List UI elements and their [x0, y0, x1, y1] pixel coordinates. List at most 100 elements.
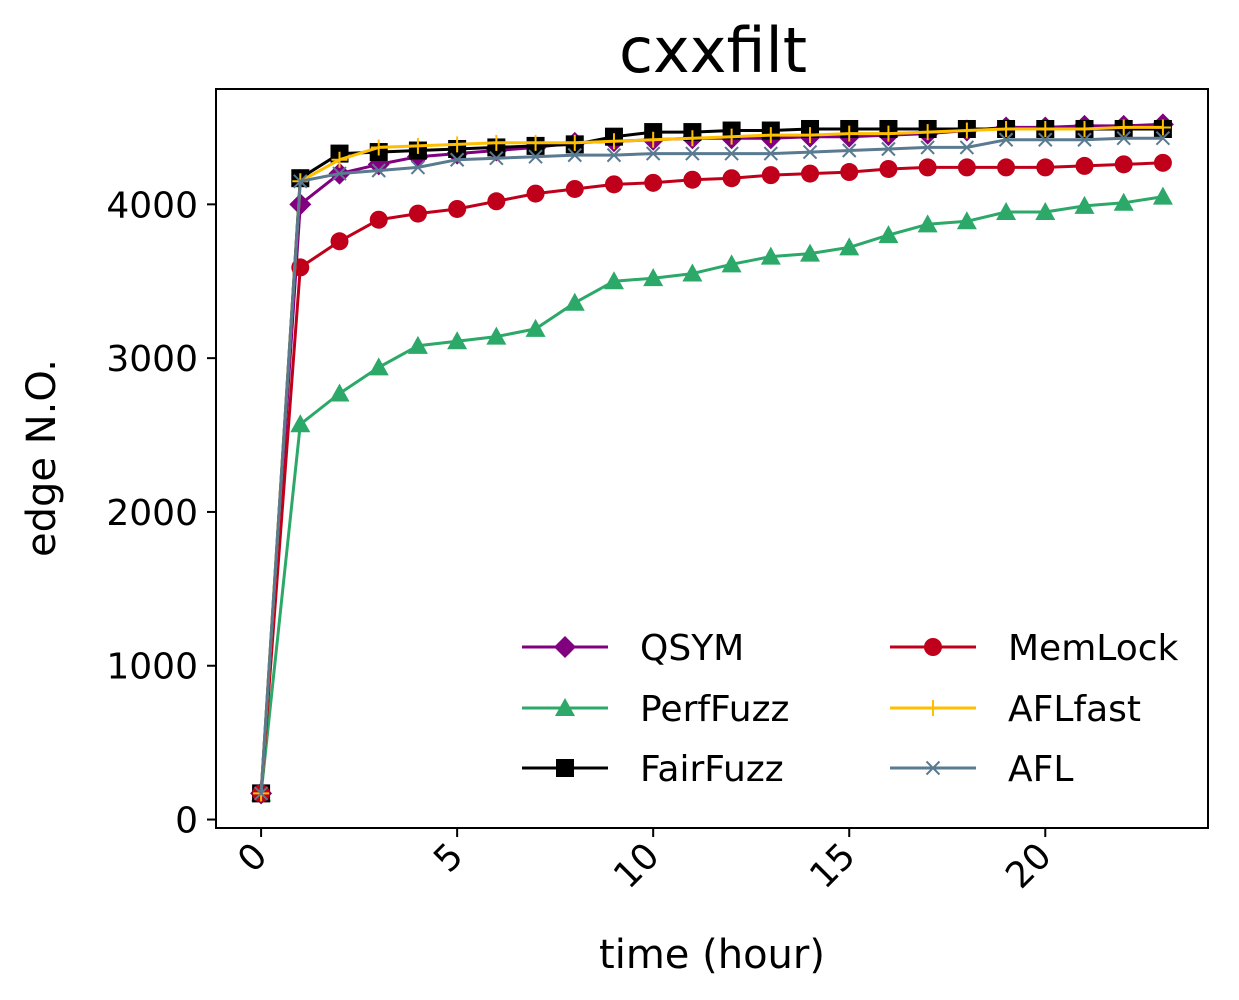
legend-marker-afl: [925, 760, 941, 776]
legend-label-perffuzz: PerfFuzz: [640, 689, 789, 730]
data-point-memlock: [526, 184, 545, 203]
data-point-memlock: [683, 170, 702, 189]
data-point-afl: [685, 146, 700, 161]
data-point-aflfast: [762, 127, 779, 144]
x-tick-label: 0: [230, 835, 275, 880]
data-point-afl: [1155, 131, 1171, 146]
data-point-memlock: [448, 199, 467, 218]
y-tick-label: 1000: [106, 647, 198, 688]
data-point-afl: [332, 166, 347, 181]
x-axis-label: time (hour): [599, 932, 825, 978]
data-point-perffuzz: [603, 271, 624, 290]
data-point-memlock: [369, 210, 388, 229]
legend-marker-fairfuzz: [556, 759, 574, 777]
data-point-perffuzz: [1152, 186, 1173, 205]
data-point-afl: [959, 140, 975, 155]
data-point-memlock: [1153, 153, 1172, 172]
legend-item-qsym: QSYM: [522, 628, 744, 669]
data-point-perffuzz: [447, 331, 468, 350]
data-point-aflfast: [723, 128, 740, 145]
data-point-perffuzz: [643, 268, 664, 287]
data-point-memlock: [918, 158, 937, 177]
data-point-afl: [567, 147, 582, 163]
legend: QSYM PerfFuzz FairFuzz MemLock AFLfast AFL: [522, 628, 1179, 790]
data-point-afl: [1077, 132, 1092, 147]
legend-label-fairfuzz: FairFuzz: [640, 749, 784, 790]
x-axis: 0 5 10 15 20: [230, 828, 1060, 897]
data-point-perffuzz: [760, 246, 781, 265]
data-point-memlock: [879, 159, 898, 178]
x-tick-label: 20: [998, 835, 1059, 896]
y-tick-label: 0: [175, 801, 198, 842]
data-point-memlock: [761, 166, 780, 185]
series-afl: [253, 131, 1171, 801]
x-tick-label: 15: [802, 835, 863, 896]
data-point-aflfast: [802, 127, 819, 144]
data-point-aflfast: [527, 134, 544, 151]
data-point-perffuzz: [721, 254, 742, 273]
legend-marker-perffuzz: [555, 698, 575, 716]
legend-item-fairfuzz: FairFuzz: [522, 749, 784, 790]
data-point-memlock: [801, 164, 820, 183]
data-point-afl: [763, 146, 779, 161]
data-point-afl: [881, 141, 896, 157]
data-point-aflfast: [919, 124, 936, 141]
data-point-afl: [1038, 132, 1053, 147]
data-point-perffuzz: [486, 326, 507, 345]
data-point-perffuzz: [800, 243, 821, 262]
data-point-aflfast: [566, 134, 583, 151]
data-point-afl: [253, 786, 269, 801]
data-point-memlock: [330, 232, 349, 251]
data-point-aflfast: [1076, 120, 1093, 137]
y-tick-label: 2000: [106, 493, 198, 534]
legend-label-aflfast: AFLfast: [1008, 689, 1141, 730]
data-point-perffuzz: [917, 214, 938, 233]
data-point-aflfast: [998, 120, 1015, 137]
legend-marker-memlock: [924, 638, 942, 656]
series-memlock: [252, 153, 1172, 803]
data-point-memlock: [1114, 155, 1133, 174]
data-point-memlock: [487, 192, 506, 211]
data-point-afl: [489, 151, 504, 166]
data-point-memlock: [722, 169, 741, 188]
data-point-afl: [528, 149, 543, 164]
x-tick-label: 10: [606, 835, 667, 896]
plot-frame: [215, 88, 1209, 829]
data-point-aflfast: [409, 137, 426, 154]
y-axis-label: edge N.O.: [19, 359, 65, 557]
data-point-perffuzz: [290, 414, 311, 433]
legend-label-memlock: MemLock: [1008, 628, 1179, 669]
data-point-perffuzz: [1035, 202, 1056, 221]
data-point-afl: [802, 144, 818, 160]
series-line-afl: [259, 136, 1163, 794]
data-point-aflfast: [488, 134, 505, 151]
data-point-perffuzz: [878, 225, 899, 244]
legend-item-aflfast: AFLfast: [890, 689, 1141, 730]
data-point-perffuzz: [1113, 192, 1134, 211]
legend-item-memlock: MemLock: [890, 628, 1179, 669]
data-point-aflfast: [684, 130, 701, 147]
data-point-memlock: [997, 158, 1016, 177]
legend-item-afl: AFL: [890, 749, 1073, 790]
y-tick-label: 4000: [106, 185, 198, 226]
data-point-afl: [371, 163, 386, 178]
legend-label-afl: AFL: [1008, 749, 1073, 790]
data-point-perffuzz: [368, 357, 389, 376]
data-point-perffuzz: [956, 211, 977, 230]
data-point-perffuzz: [839, 237, 860, 256]
data-point-aflfast: [449, 136, 466, 153]
y-tick-label: 3000: [106, 339, 198, 380]
data-point-afl: [1116, 131, 1131, 146]
data-point-aflfast: [1154, 119, 1171, 136]
data-point-memlock: [565, 179, 584, 198]
data-point-aflfast: [1037, 120, 1054, 137]
data-point-afl: [293, 174, 308, 189]
data-point-afl: [842, 143, 857, 158]
data-point-memlock: [1075, 156, 1094, 175]
data-point-memlock: [644, 173, 663, 192]
plot-area: [250, 113, 1174, 805]
legend-label-qsym: QSYM: [640, 628, 744, 669]
data-point-perffuzz: [1074, 195, 1095, 214]
legend-item-perffuzz: PerfFuzz: [522, 689, 789, 730]
